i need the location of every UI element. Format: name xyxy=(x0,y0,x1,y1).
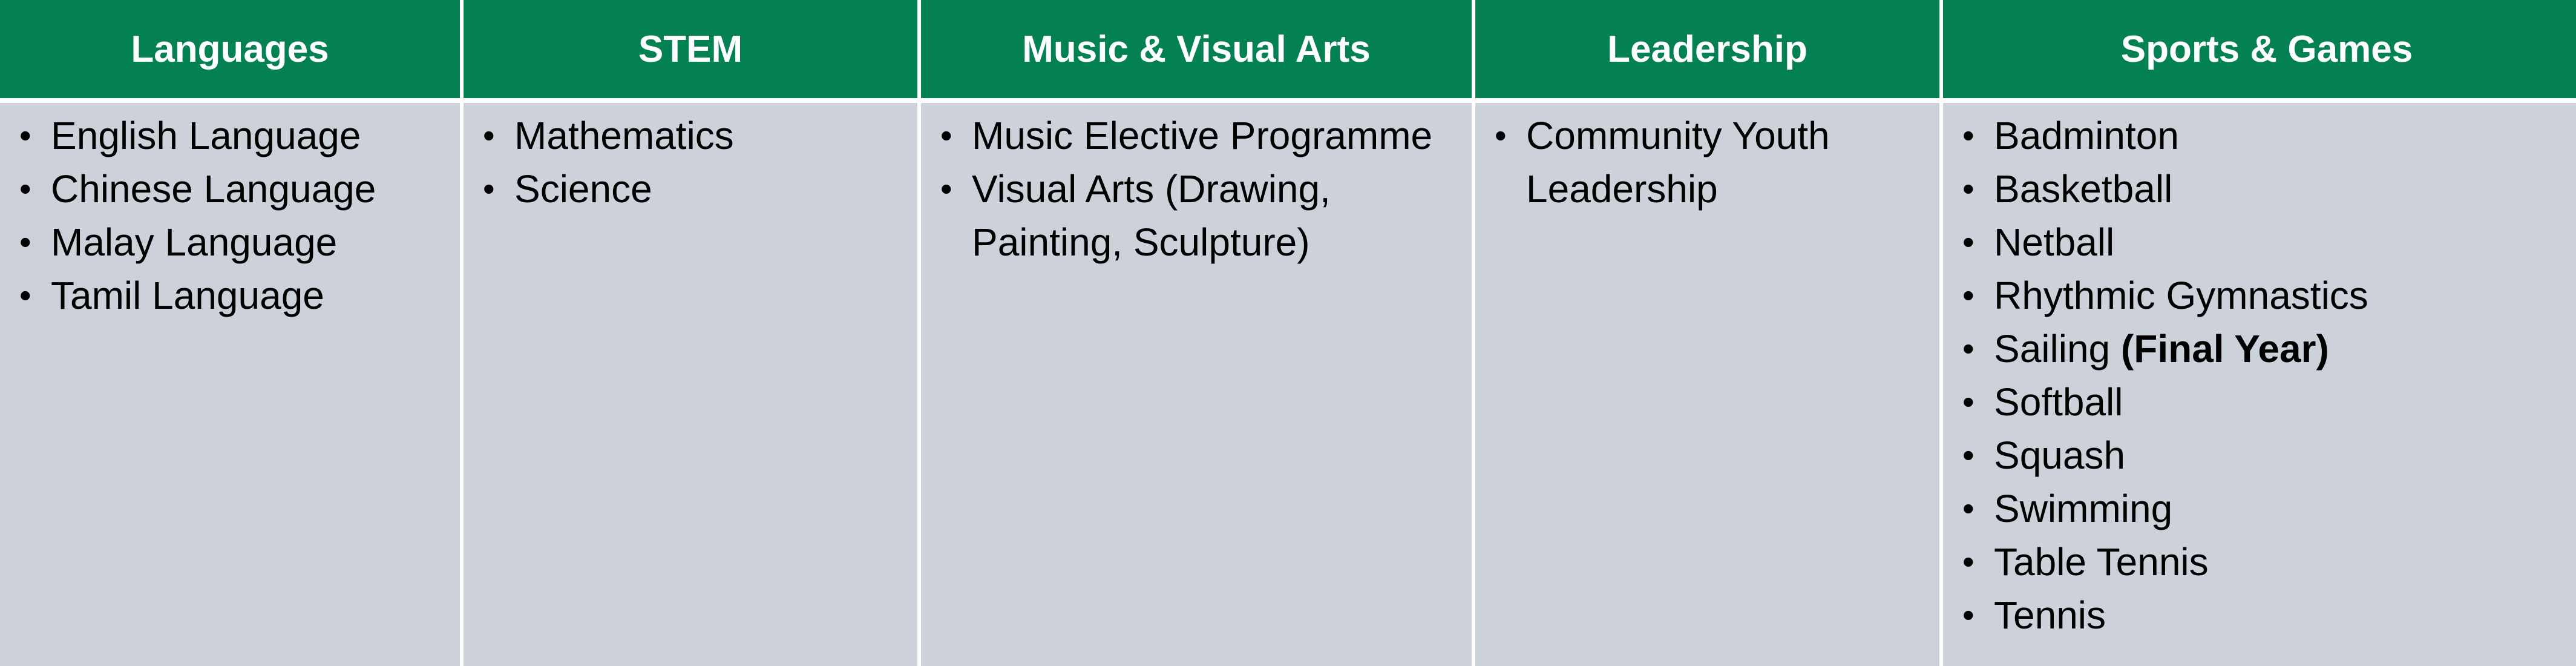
leadership-list: • Community Youth Leadership xyxy=(1486,109,1930,216)
list-item: • Basketball xyxy=(1954,162,2576,216)
header-leadership: Leadership xyxy=(1475,0,1939,98)
item-label: Chinese Language xyxy=(51,167,376,211)
list-item: • Music Elective Programme xyxy=(932,109,1462,162)
list-item: • Malay Language xyxy=(11,216,450,269)
list-item: • Softball xyxy=(1954,375,2576,429)
list-item: • Swimming xyxy=(1954,482,2576,535)
cell-sports-games: • Badminton • Basketball • Netball • Rhythmi… xyxy=(1943,103,2576,666)
list-item: • Mathematics xyxy=(474,109,908,162)
item-label: English Language xyxy=(51,114,361,157)
music-visual-arts-list: • Music Elective Programme • Visual Arts (… xyxy=(932,109,1462,269)
item-label: Mathematics xyxy=(514,114,734,157)
item-label: Music Elective Programme xyxy=(972,114,1433,157)
list-item: • Badminton xyxy=(1954,109,2576,162)
list-item: • Netball xyxy=(1954,216,2576,269)
bullet-icon: • xyxy=(1962,170,1975,208)
bullet-icon: • xyxy=(19,276,31,314)
row-divider xyxy=(1943,98,2576,103)
row-divider xyxy=(921,98,1472,103)
cell-music-visual-arts: • Music Elective Programme • Visual Arts (… xyxy=(921,103,1472,666)
list-item: • Community Youth Leadership xyxy=(1486,109,1930,216)
item-label: Visual Arts (Drawing, Painting, Sculptur… xyxy=(972,167,1331,264)
bullet-icon: • xyxy=(483,116,495,154)
languages-list: • English Language • Chinese Language • Mal… xyxy=(11,109,450,322)
bullet-icon: • xyxy=(483,170,495,208)
bullet-icon: • xyxy=(1962,223,1975,261)
header-stem: STEM xyxy=(464,0,917,98)
item-label: Softball xyxy=(1994,380,2123,424)
item-label: Malay Language xyxy=(51,220,338,264)
row-divider xyxy=(1475,98,1939,103)
header-languages: Languages xyxy=(0,0,460,98)
header-sports-games: Sports & Games xyxy=(1943,0,2576,98)
list-item: • Science xyxy=(474,162,908,216)
bullet-icon: • xyxy=(19,223,31,261)
item-label: Sailing xyxy=(1994,327,2111,371)
item-label: Badminton xyxy=(1994,114,2179,157)
bullet-icon: • xyxy=(1962,383,1975,421)
bullet-icon: • xyxy=(1962,542,1975,581)
list-item: • Tamil Language xyxy=(11,269,450,322)
list-item: • Chinese Language xyxy=(11,162,450,216)
item-label: Squash xyxy=(1994,434,2126,477)
list-item: • Rhythmic Gymnastics xyxy=(1954,269,2576,322)
final-year-note: (Final Year) xyxy=(2120,327,2329,371)
list-item: • Squash xyxy=(1954,429,2576,482)
stem-list: • Mathematics • Science xyxy=(474,109,908,216)
list-item: • Sailing (Final Year) xyxy=(1954,322,2576,375)
bullet-icon: • xyxy=(19,170,31,208)
list-item: • Tennis xyxy=(1954,589,2576,642)
item-label: Tamil Language xyxy=(51,274,324,317)
cell-stem: • Mathematics • Science xyxy=(464,103,917,666)
list-item: • Visual Arts (Drawing, Painting, Sculptu… xyxy=(932,162,1462,269)
cell-languages: • English Language • Chinese Language • Mal… xyxy=(0,103,460,666)
sports-games-list: • Badminton • Basketball • Netball • Rhythmi… xyxy=(1954,109,2576,642)
bullet-icon: • xyxy=(19,116,31,154)
bullet-icon: • xyxy=(940,116,952,154)
bullet-icon: • xyxy=(1962,329,1975,368)
item-label: Science xyxy=(514,167,652,211)
header-music-visual-arts: Music & Visual Arts xyxy=(921,0,1472,98)
item-label: Rhythmic Gymnastics xyxy=(1994,274,2368,317)
bullet-icon: • xyxy=(1962,116,1975,154)
bullet-icon: • xyxy=(940,170,952,208)
bullet-icon: • xyxy=(1962,436,1975,474)
row-divider xyxy=(464,98,917,103)
list-item: • English Language xyxy=(11,109,450,162)
bullet-icon: • xyxy=(1962,276,1975,314)
row-divider xyxy=(0,98,460,103)
bullet-icon: • xyxy=(1495,116,1507,154)
item-label: Tennis xyxy=(1994,593,2106,637)
bullet-icon: • xyxy=(1962,489,1975,527)
item-label: Basketball xyxy=(1994,167,2173,211)
item-label: Community Youth Leadership xyxy=(1526,114,1830,211)
item-label: Swimming xyxy=(1994,487,2173,530)
bullet-icon: • xyxy=(1962,596,1975,634)
item-label: Netball xyxy=(1994,220,2115,264)
cell-leadership: • Community Youth Leadership xyxy=(1475,103,1939,666)
list-item: • Table Tennis xyxy=(1954,535,2576,589)
item-label: Table Tennis xyxy=(1994,540,2209,584)
